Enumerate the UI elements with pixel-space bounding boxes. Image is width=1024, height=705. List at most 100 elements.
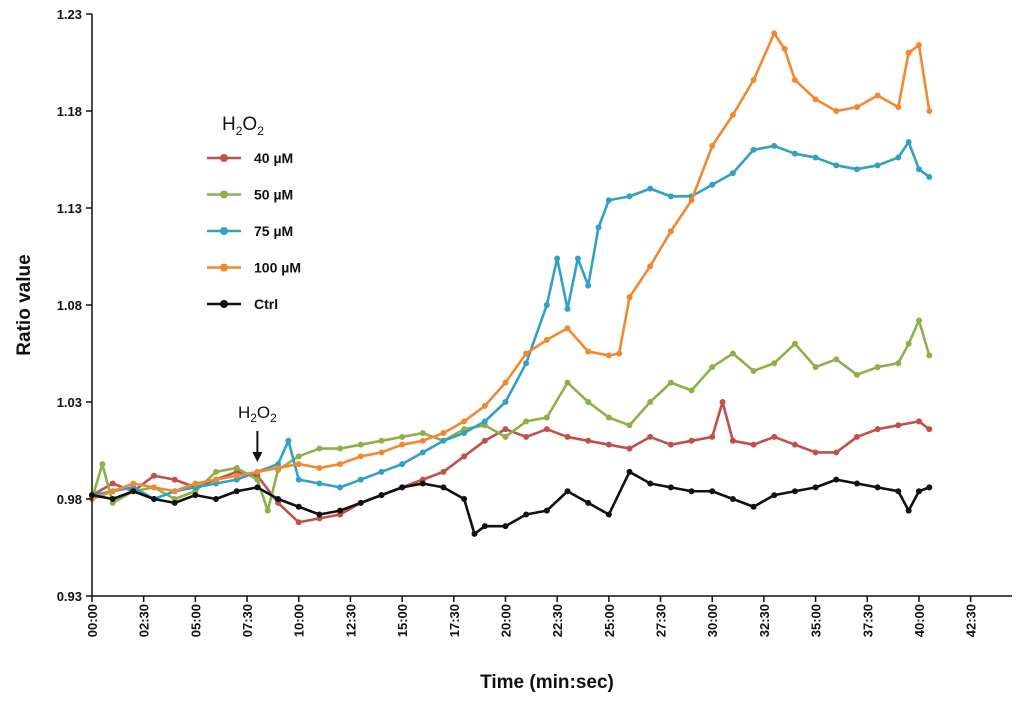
data-point [481, 523, 488, 530]
data-point [171, 499, 178, 506]
legend-item: Ctrl [207, 296, 278, 312]
data-point [833, 449, 840, 456]
data-point [316, 511, 323, 518]
data-point [151, 484, 158, 491]
y-tick-label: 1.18 [57, 104, 82, 119]
legend-swatch-marker [220, 154, 228, 162]
data-point [926, 108, 933, 114]
data-point [926, 173, 933, 180]
data-point [905, 340, 912, 347]
data-point [192, 492, 199, 499]
data-point [719, 399, 726, 405]
data-point [254, 468, 261, 475]
series-4 [89, 468, 933, 537]
data-point [729, 496, 736, 502]
x-tick-label: 20:00 [498, 604, 513, 637]
data-point [481, 402, 488, 409]
data-point [109, 496, 116, 502]
series-line [91, 400, 931, 524]
data-point [585, 399, 592, 405]
data-point [853, 104, 860, 111]
data-point [419, 430, 426, 437]
data-point [750, 441, 757, 448]
data-point [915, 317, 922, 324]
legend-label: 75 µM [254, 223, 293, 239]
x-tick-label: 42:30 [964, 604, 979, 637]
data-point [543, 336, 550, 343]
data-point [337, 484, 344, 491]
data-point [440, 430, 447, 437]
data-point [781, 45, 788, 52]
data-point [523, 360, 530, 367]
data-point [171, 488, 178, 495]
data-point [905, 49, 912, 56]
data-point [905, 507, 912, 514]
legend-swatch-marker [220, 300, 228, 308]
data-point [564, 488, 571, 495]
data-point [502, 399, 509, 405]
data-point [915, 488, 922, 495]
data-point [109, 480, 116, 487]
x-tick-label: 12:30 [343, 604, 358, 637]
data-point [626, 468, 633, 475]
data-point [667, 228, 674, 235]
x-tick-label: 22:30 [550, 604, 565, 637]
data-point [812, 96, 819, 103]
data-point [812, 449, 819, 456]
data-point [481, 418, 488, 425]
data-point [895, 360, 902, 367]
data-point [171, 476, 178, 483]
data-point [337, 461, 344, 468]
data-point [853, 371, 860, 378]
data-point [543, 414, 550, 421]
data-point [399, 461, 406, 468]
data-point [585, 437, 592, 444]
data-point [874, 364, 881, 371]
data-point [399, 433, 406, 440]
data-point [688, 437, 695, 444]
data-point [378, 468, 385, 475]
x-tick-label: 00:00 [85, 604, 100, 637]
data-point [295, 476, 302, 483]
legend-label: Ctrl [254, 296, 278, 312]
data-point [874, 426, 881, 433]
data-point [233, 464, 240, 471]
data-point [729, 437, 736, 444]
y-tick-label: 0.93 [57, 589, 82, 604]
x-tick-label: 17:30 [447, 604, 462, 637]
data-point [564, 433, 571, 440]
data-point [585, 282, 592, 289]
y-tick-label: 0.98 [57, 492, 82, 507]
data-point [233, 488, 240, 495]
data-point [254, 476, 261, 483]
data-point [564, 379, 571, 386]
data-point [709, 142, 716, 149]
data-point [440, 468, 447, 475]
data-point [523, 350, 530, 357]
data-point [895, 422, 902, 429]
data-point [750, 76, 757, 83]
data-point [502, 523, 509, 530]
data-point [605, 352, 612, 359]
data-point [595, 224, 602, 231]
data-point [647, 399, 654, 405]
data-point [585, 499, 592, 506]
data-point [709, 488, 716, 495]
data-point [771, 360, 778, 367]
data-point [895, 154, 902, 161]
data-point [709, 364, 716, 371]
data-point [481, 437, 488, 444]
data-point [833, 356, 840, 363]
legend-item: 50 µM [207, 187, 293, 203]
data-point [357, 453, 364, 460]
data-point [399, 484, 406, 491]
data-point [461, 418, 468, 425]
data-point [750, 367, 757, 374]
data-point [874, 92, 881, 99]
data-point [99, 461, 106, 468]
data-point [915, 42, 922, 49]
data-point [853, 166, 860, 173]
data-point [502, 433, 509, 440]
data-point [688, 197, 695, 204]
data-point [605, 441, 612, 448]
